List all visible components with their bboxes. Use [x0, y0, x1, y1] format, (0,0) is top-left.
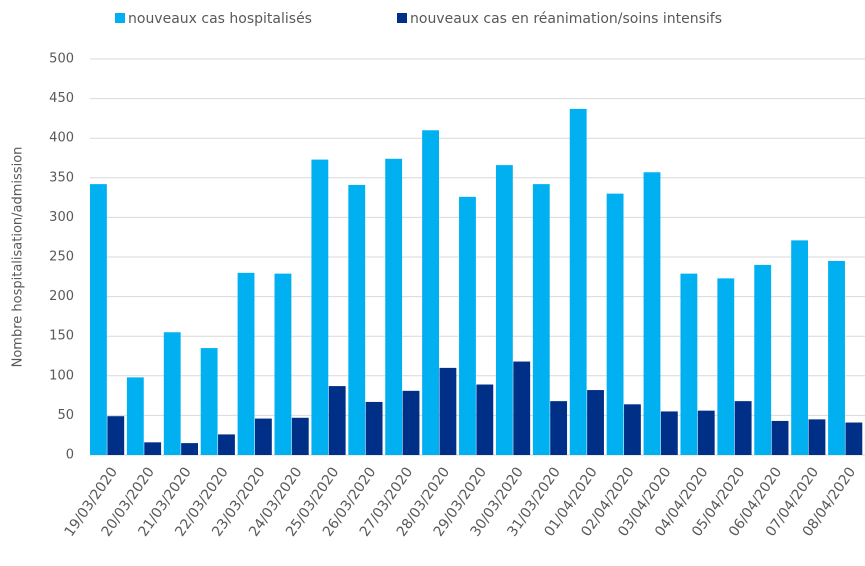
- bar: [328, 386, 346, 455]
- y-axis-label: Nombre hospitalisation/admission: [11, 147, 26, 368]
- bar: [126, 377, 144, 455]
- bar: [828, 260, 845, 455]
- bar: [107, 416, 125, 455]
- bar: [476, 384, 494, 455]
- y-tick-label: 300: [49, 210, 74, 225]
- bar: [771, 420, 789, 455]
- y-tick-label: 150: [49, 329, 74, 344]
- bar: [90, 184, 107, 456]
- bar: [532, 184, 550, 456]
- y-tick-label: 0: [66, 448, 74, 463]
- bar: [439, 367, 457, 455]
- legend-swatch: [397, 13, 407, 23]
- y-tick-label: 50: [57, 408, 74, 423]
- bar: [717, 278, 735, 455]
- bar: [181, 443, 198, 455]
- bar: [845, 422, 863, 455]
- y-tick-label: 250: [49, 250, 74, 265]
- bar: [754, 264, 772, 455]
- bar: [402, 390, 420, 455]
- bar: [587, 390, 604, 455]
- bar: [791, 240, 809, 455]
- y-tick-label: 100: [49, 368, 74, 383]
- bar: [144, 442, 162, 455]
- bar: [660, 411, 678, 455]
- legend-label: nouveaux cas hospitalisés: [128, 11, 312, 27]
- bar: [808, 419, 826, 455]
- y-tick-label: 350: [49, 170, 74, 185]
- bar: [163, 332, 181, 455]
- bar: [606, 193, 624, 455]
- bar: [365, 401, 383, 455]
- bar: [680, 273, 698, 455]
- bar: [495, 165, 513, 456]
- bar: [513, 361, 531, 455]
- bar: [291, 417, 309, 455]
- legend-label: nouveaux cas en réanimation/soins intens…: [410, 11, 722, 27]
- bar: [274, 273, 292, 455]
- y-tick-label: 200: [49, 289, 74, 304]
- bar: [697, 410, 715, 455]
- bar: [643, 172, 661, 456]
- bar: [734, 401, 752, 455]
- bar: [218, 434, 235, 455]
- y-tick-label: 500: [49, 52, 74, 67]
- bar: [311, 159, 329, 456]
- legend-swatch: [115, 13, 125, 23]
- bar: [200, 348, 218, 455]
- bar: [348, 184, 366, 456]
- bar: [459, 196, 476, 456]
- bar: [550, 401, 568, 455]
- y-tick-label: 400: [49, 131, 74, 146]
- bar: [624, 404, 641, 455]
- bar: [422, 130, 439, 455]
- bar: [385, 158, 403, 456]
- bar: [569, 108, 587, 456]
- bar: [254, 418, 272, 455]
- y-tick-label: 450: [49, 91, 74, 106]
- bar: [237, 272, 255, 455]
